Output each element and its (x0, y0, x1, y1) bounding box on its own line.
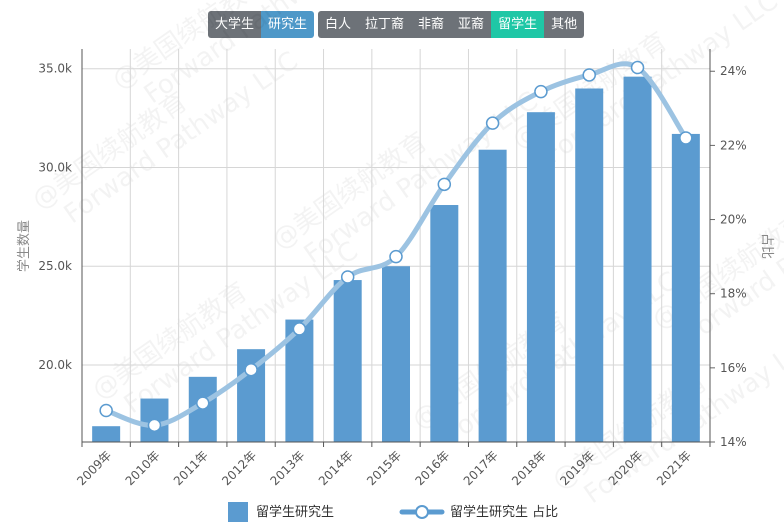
left-tick-label: 20.0k (38, 358, 72, 372)
bar[interactable] (526, 112, 555, 442)
right-tick-label: 18% (720, 287, 747, 301)
legend-bar-swatch[interactable] (228, 502, 248, 522)
x-tick-label: 2009年 (74, 448, 114, 488)
filter-other-button[interactable]: 其他 (544, 11, 585, 38)
right-tick-label: 22% (720, 138, 747, 152)
bar[interactable] (333, 280, 362, 442)
right-tick-label: 14% (720, 435, 747, 449)
ratio-point[interactable] (534, 84, 548, 99)
left-axis-title: 学生数量 (16, 220, 32, 272)
filter-international-button[interactable]: 留学生 (491, 11, 545, 38)
chart-axes (81, 49, 711, 447)
bar[interactable] (430, 205, 459, 442)
group-toggle: 白人 拉丁裔 非裔 亚裔 留学生 其他 (318, 11, 585, 38)
right-tick-label: 20% (720, 213, 747, 227)
legend-bar-label[interactable]: 留学生研究生 (256, 504, 334, 520)
right-tick-label: 16% (720, 361, 747, 375)
filter-hispanic-button[interactable]: 拉丁裔 (358, 11, 412, 38)
ratio-point[interactable] (679, 131, 693, 145)
filter-graduate-button[interactable]: 研究生 (261, 11, 315, 38)
ratio-point[interactable] (437, 177, 452, 192)
right-tick-label: 24% (720, 64, 747, 78)
bar[interactable] (575, 88, 604, 442)
x-tick-label: 2016年 (412, 448, 452, 488)
left-tick-label: 30.0k (38, 160, 72, 174)
ratio-point[interactable] (244, 362, 258, 377)
x-tick-label: 2013年 (268, 448, 308, 488)
x-tick-label: 2018年 (509, 448, 549, 488)
filter-african-button[interactable]: 非裔 (411, 11, 452, 38)
legend-line-marker (415, 505, 429, 519)
ratio-point[interactable] (582, 68, 596, 82)
legend: 留学生研究生 留学生研究生 占比 (228, 502, 558, 522)
ratio-point[interactable] (196, 396, 210, 410)
bar[interactable] (671, 133, 700, 442)
x-tick-label: 2014年 (316, 448, 356, 488)
bar[interactable] (382, 266, 410, 442)
level-toggle: 大学生 研究生 (208, 11, 315, 38)
line-series (99, 60, 693, 433)
bar[interactable] (623, 76, 652, 442)
x-tick-label: 2017年 (461, 448, 501, 488)
ratio-point[interactable] (630, 60, 645, 75)
bar[interactable] (92, 426, 121, 442)
x-tick-label: 2010年 (123, 448, 163, 488)
ratio-point[interactable] (485, 116, 500, 130)
ratio-point[interactable] (292, 322, 307, 336)
filter-undergrad-button[interactable]: 大学生 (208, 11, 262, 38)
left-tick-label: 25.0k (38, 259, 72, 273)
bar[interactable] (478, 149, 507, 442)
legend-line-label[interactable]: 留学生研究生 占比 (450, 504, 558, 520)
x-tick-label: 2015年 (364, 448, 404, 488)
filter-white-button[interactable]: 白人 (318, 11, 359, 38)
left-tick-label: 35.0k (38, 62, 72, 76)
right-axis-title: 占比 (759, 233, 774, 259)
x-tick-label: 2012年 (219, 448, 259, 488)
ratio-point[interactable] (340, 270, 355, 284)
ratio-point[interactable] (99, 403, 113, 418)
ratio-point[interactable] (389, 249, 403, 264)
filter-asian-button[interactable]: 亚裔 (451, 11, 492, 38)
ratio-point[interactable] (147, 418, 162, 433)
x-tick-label: 2011年 (171, 448, 211, 488)
